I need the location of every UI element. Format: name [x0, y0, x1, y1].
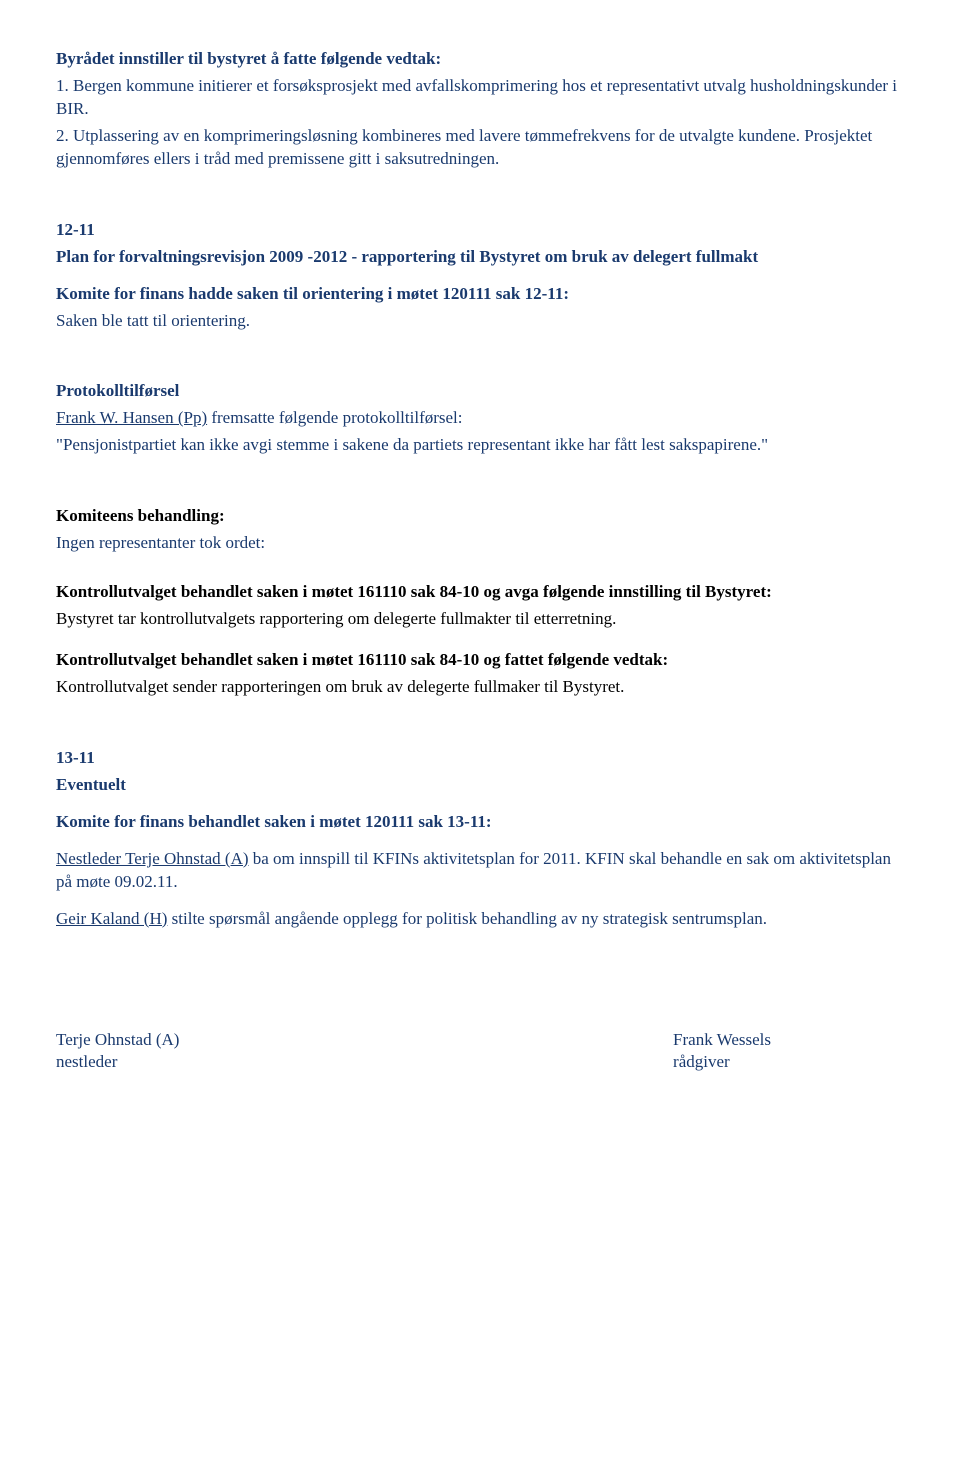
komiteens-heading: Komiteens behandling: — [56, 505, 904, 528]
sak-13-p1: Nestleder Terje Ohnstad (A) ba om innspi… — [56, 848, 904, 894]
sak-12-number: 12-11 — [56, 219, 904, 242]
kontroll-1-section: Kontrollutvalget behandlet saken i møtet… — [56, 581, 904, 631]
protokoll-name: Frank W. Hansen (Pp) — [56, 408, 207, 427]
kontroll-2-body: Kontrollutvalget sender rapporteringen o… — [56, 676, 904, 699]
byradet-item-1: 1. Bergen kommune initierer et forsøkspr… — [56, 75, 904, 121]
kontroll-1-body: Bystyret tar kontrollutvalgets rapporter… — [56, 608, 904, 631]
signature-right-name: Frank Wessels — [673, 1029, 904, 1052]
signature-right-title: rådgiver — [673, 1051, 904, 1074]
sak-12-body: Saken ble tatt til orientering. — [56, 310, 904, 333]
sak-12-section: 12-11 Plan for forvaltningsrevisjon 2009… — [56, 219, 904, 333]
sak-13-section: 13-11 Eventuelt Komite for finans behand… — [56, 747, 904, 931]
kontroll-2-heading: Kontrollutvalget behandlet saken i møtet… — [56, 649, 904, 672]
signatures: Terje Ohnstad (A) nestleder Frank Wessel… — [56, 1029, 904, 1075]
sak-12-komite-line: Komite for finans hadde saken til orient… — [56, 283, 904, 306]
komiteens-section: Komiteens behandling: Ingen representant… — [56, 505, 904, 555]
signature-right: Frank Wessels rådgiver — [463, 1029, 904, 1075]
signature-left-title: nestleder — [56, 1051, 463, 1074]
kontroll-2-section: Kontrollutvalget behandlet saken i møtet… — [56, 649, 904, 699]
protokoll-heading: Protokolltilførsel — [56, 380, 904, 403]
sak-13-title: Eventuelt — [56, 774, 904, 797]
sak-13-p2-rest: stilte spørsmål angående opplegg for pol… — [167, 909, 767, 928]
komiteens-body: Ingen representanter tok ordet: — [56, 532, 904, 555]
sak-13-p2: Geir Kaland (H) stilte spørsmål angående… — [56, 908, 904, 931]
sak-13-komite-line: Komite for finans behandlet saken i møte… — [56, 811, 904, 834]
byradet-item-2: 2. Utplassering av en komprimeringsløsni… — [56, 125, 904, 171]
protokoll-section: Protokolltilførsel Frank W. Hansen (Pp) … — [56, 380, 904, 457]
sak-13-number: 13-11 — [56, 747, 904, 770]
byradet-heading: Byrådet innstiller til bystyret å fatte … — [56, 48, 904, 71]
protokoll-name-suffix: fremsatte følgende protokolltilførsel: — [207, 408, 462, 427]
kontroll-1-heading: Kontrollutvalget behandlet saken i møtet… — [56, 581, 904, 604]
protokoll-quote: "Pensjonistpartiet kan ikke avgi stemme … — [56, 434, 904, 457]
signature-left-name: Terje Ohnstad (A) — [56, 1029, 463, 1052]
signature-left: Terje Ohnstad (A) nestleder — [56, 1029, 463, 1075]
sak-13-p1-name: Nestleder Terje Ohnstad (A) — [56, 849, 249, 868]
byradet-section: Byrådet innstiller til bystyret å fatte … — [56, 48, 904, 171]
sak-13-p2-name: Geir Kaland (H) — [56, 909, 167, 928]
protokoll-name-line: Frank W. Hansen (Pp) fremsatte følgende … — [56, 407, 904, 430]
sak-12-title: Plan for forvaltningsrevisjon 2009 -2012… — [56, 246, 904, 269]
